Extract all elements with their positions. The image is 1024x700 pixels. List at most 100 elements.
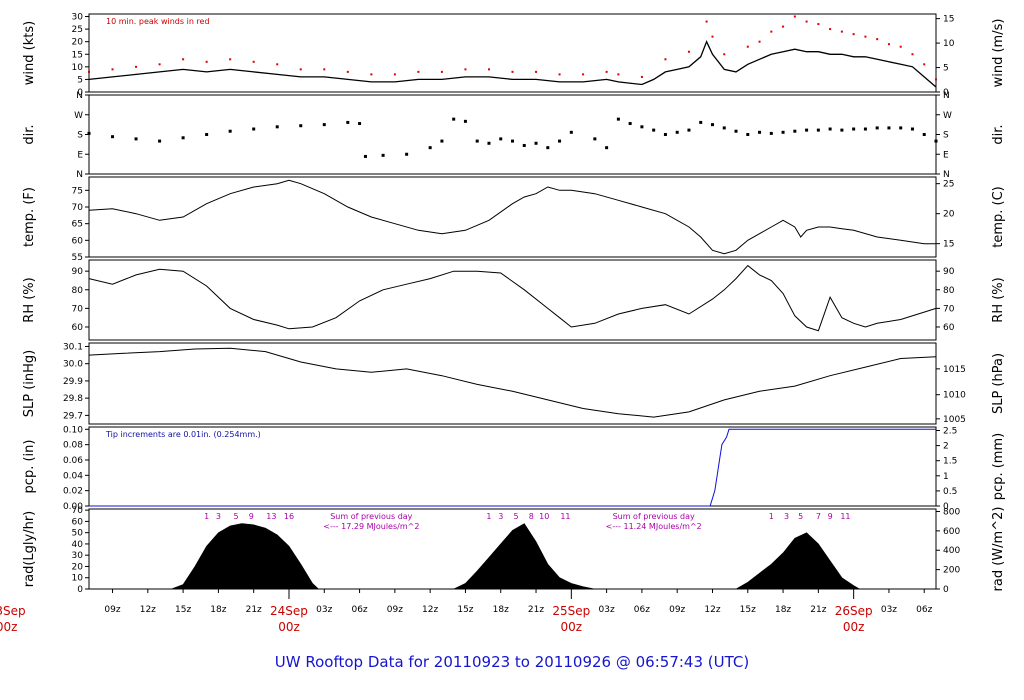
x-tick-label: 15z [175, 605, 191, 615]
dir-point [722, 126, 726, 130]
dir-point [363, 154, 367, 158]
x-tick-label: 03z [599, 605, 615, 615]
rh-ylabel-right: RH (%) [991, 277, 1006, 322]
dir-point [569, 130, 573, 134]
x-tick-label: 09z [104, 605, 120, 615]
wind-peak-point [899, 45, 902, 48]
wind-peak-point [770, 30, 773, 33]
wind-peak-point [687, 50, 690, 53]
temp-left-tick-label: 70 [72, 203, 84, 213]
x-tick-label: 15z [740, 605, 756, 615]
wind-peak-point [876, 38, 879, 41]
dir-left-tick-label: N [76, 91, 83, 101]
wind-peak-point [852, 33, 855, 36]
rad-hour-label: 1 [204, 512, 209, 521]
dir-point [322, 123, 326, 127]
day-label-date: 24Sep [270, 604, 308, 618]
dir-point [534, 141, 538, 145]
wind-right-tick-label: 0 [943, 88, 949, 98]
wind-peak-point [705, 20, 708, 23]
dir-point [205, 133, 209, 136]
temp-left-tick-label: 60 [72, 236, 84, 246]
wind-peak-point [887, 43, 890, 46]
x-tick-label: 06z [916, 605, 932, 615]
temp-ylabel-left: temp. (F) [22, 187, 37, 247]
dir-point [605, 146, 609, 150]
rh-series-line [88, 264, 937, 332]
wind-left-tick-label: 30 [72, 13, 84, 23]
wind-right-tick-label: 10 [943, 39, 955, 49]
dir-point [910, 127, 914, 131]
dir-point [487, 141, 491, 145]
rad-hour-label: 11 [560, 512, 570, 521]
pcp-right-tick-label: 1.5 [943, 457, 957, 467]
dir-point [852, 127, 856, 131]
rad-hour-label: 3 [784, 512, 789, 521]
dir-point [593, 137, 597, 141]
dir-point [734, 129, 738, 133]
x-tick-label: 12z [140, 605, 156, 615]
wind-peak-point [746, 45, 749, 48]
wind-peak-point [923, 63, 926, 66]
panel-rad: 0102030405060700200400600800rad(Lgly/hr)… [22, 506, 1006, 595]
rad-left-tick-label: 50 [72, 529, 84, 539]
wind-peak-point [346, 70, 349, 73]
slp-ylabel-right: SLP (hPa) [991, 353, 1006, 414]
dir-point [275, 125, 279, 129]
panel-wind: 0 5 10 15 20 25 30 0 5 10 15 wind (kts) wind (m/s) 10… [22, 13, 1006, 98]
panel-slp: 29.7 29.8 29.9 30.0 30.1 1005 1010 1015 SLP (inH… [22, 342, 1006, 424]
dir-point [558, 139, 562, 143]
wind-peak-point [511, 70, 514, 73]
wind-peak-point [88, 70, 90, 73]
temp-right-tick-label: 20 [943, 210, 955, 220]
rad-right-tick-label: 400 [943, 546, 960, 556]
dir-right-tick-label: S [943, 131, 949, 141]
temp-right-tick-label: 25 [943, 180, 954, 190]
dir-right-tick-label: N [943, 91, 950, 101]
dir-ylabel-right: dir. [991, 124, 1006, 144]
wind-peak-point [805, 20, 808, 23]
x-tick-label: 15z [457, 605, 473, 615]
dir-point [405, 152, 409, 156]
dir-point [346, 120, 350, 124]
wind-peak-point [723, 53, 726, 56]
slp-left-tick-label: 29.9 [63, 377, 83, 387]
rad-hour-label: 13 [266, 512, 276, 521]
wind-left-tick-label: 5 [77, 75, 83, 85]
pcp-right-tick-label: 1 [943, 472, 949, 482]
dir-point [758, 130, 762, 134]
dir-point [805, 128, 809, 132]
wind-peak-point [864, 35, 867, 38]
wind-ylabel-right: wind (m/s) [991, 19, 1006, 88]
slp-left-tick-label: 29.7 [63, 411, 83, 421]
dir-point [922, 133, 926, 136]
wind-ylabel-left: wind (kts) [22, 21, 37, 85]
x-tick-label: 03z [316, 605, 332, 615]
dir-point [381, 153, 385, 157]
dir-point [546, 146, 550, 150]
x-tick-label: 18z [775, 605, 791, 615]
wind-peak-point [911, 53, 914, 56]
dir-point [499, 137, 503, 141]
wind-peak-point [535, 70, 538, 73]
rad-sum-annotation-line1: Sum of previous day [613, 512, 695, 521]
chart-title: UW Rooftop Data for 20110923 to 20110926… [275, 653, 749, 671]
temp-left-tick-label: 75 [72, 186, 83, 196]
rad-left-tick-label: 0 [77, 585, 83, 595]
rad-left-tick-label: 70 [72, 506, 84, 516]
rh-left-tick-label: 90 [72, 267, 84, 277]
dir-point [640, 125, 644, 129]
rh-right-tick-label: 70 [943, 304, 955, 314]
rh-right-tick-label: 60 [943, 323, 955, 333]
wind-peak-point [323, 68, 326, 71]
wind-peak-point [782, 25, 785, 28]
panel-temp: 55 60 65 70 75 15 20 25 temp. (F) temp. (C) [22, 176, 1006, 263]
dir-point [511, 139, 514, 143]
rad-right-tick-label: 800 [943, 507, 960, 517]
dir-point [522, 143, 526, 147]
dir-point [452, 117, 456, 121]
wind-peak-point [582, 73, 585, 76]
wind-left-tick-label: 20 [72, 38, 84, 48]
rad-ylabel-left: rad(Lgly/hr) [22, 511, 37, 587]
